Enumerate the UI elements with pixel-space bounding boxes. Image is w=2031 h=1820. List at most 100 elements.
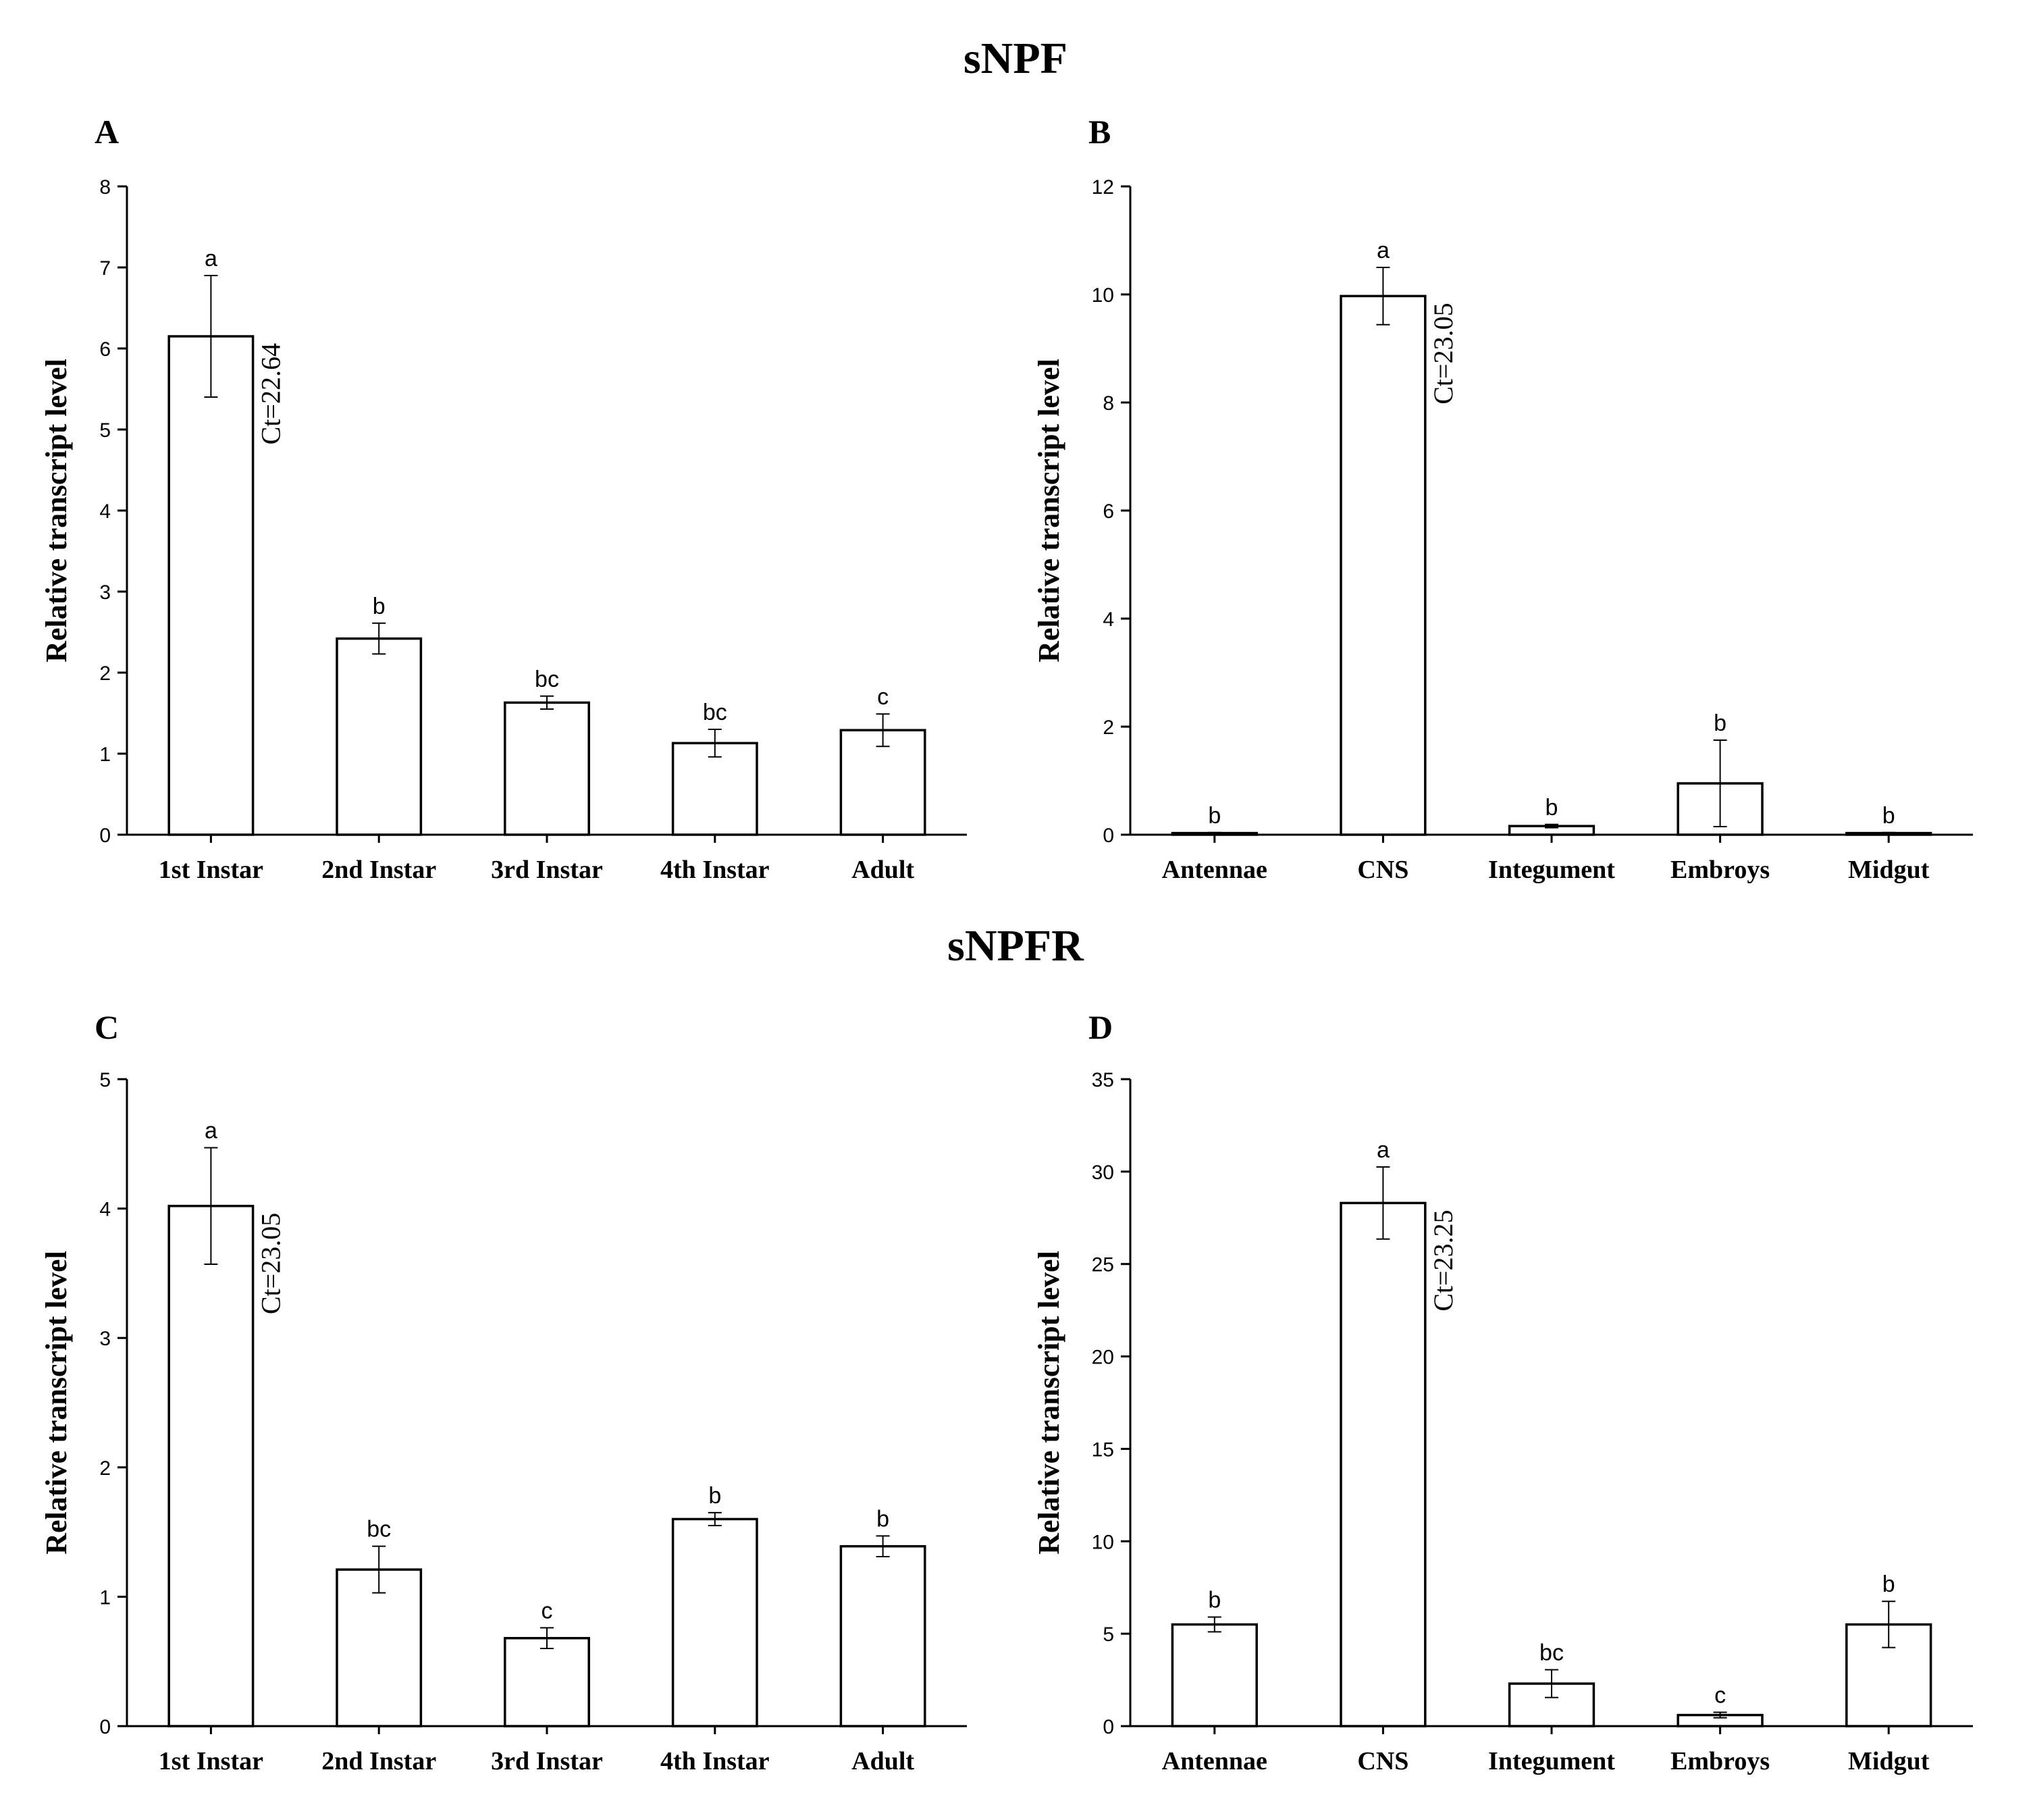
bar	[504, 701, 590, 836]
ct-annotation: Ct=23.05	[1428, 303, 1458, 404]
bar	[1171, 1623, 1258, 1727]
bar	[839, 729, 926, 836]
bar	[1340, 294, 1427, 836]
category-label: Adult	[851, 856, 914, 884]
y-tick-label: 6	[99, 338, 111, 361]
bar	[167, 1205, 255, 1727]
category-label: 1st Instar	[159, 1747, 263, 1775]
category-label: Integument	[1488, 856, 1615, 884]
significance-label: b	[876, 1506, 889, 1532]
significance-label: bc	[535, 667, 559, 692]
y-tick-label: 12	[1092, 176, 1114, 199]
category-label: Adult	[851, 1747, 914, 1775]
panel-c-chart: C Relative transcript level 0 1 2 3 4 5 1st Inst…	[40, 1008, 967, 1775]
y-tick-label: 0	[99, 825, 111, 847]
y-tick-label: 3	[99, 1328, 111, 1350]
category-label: 3rd Instar	[491, 1747, 603, 1775]
y-tick-label: 8	[1103, 392, 1114, 415]
bar	[504, 1636, 590, 1727]
ct-annotation: Ct=22.64	[256, 343, 286, 444]
category-label: Embroys	[1670, 1747, 1770, 1775]
category-label: Antennae	[1162, 1747, 1267, 1775]
category-label: Integument	[1488, 1747, 1615, 1775]
panel-letter: D	[1088, 1008, 1113, 1046]
significance-label: b	[1882, 1571, 1895, 1597]
significance-label: b	[1208, 803, 1221, 829]
significance-label: a	[205, 246, 217, 271]
category-label: 3rd Instar	[491, 856, 603, 884]
bar	[671, 742, 758, 836]
y-tick-label: 0	[99, 1716, 111, 1738]
y-tick-label: 10	[1092, 1531, 1114, 1553]
bar	[671, 1517, 758, 1727]
bar	[1340, 1201, 1427, 1727]
y-tick-label: 4	[99, 1199, 111, 1221]
category-label: CNS	[1357, 856, 1408, 884]
bar	[336, 637, 423, 836]
category-label: Midgut	[1848, 1747, 1930, 1775]
y-axis-title: Relative transcript level	[40, 1251, 73, 1555]
significance-label: a	[205, 1118, 217, 1144]
significance-label: b	[373, 594, 386, 619]
category-label: CNS	[1357, 1747, 1408, 1775]
y-tick-label: 15	[1092, 1438, 1114, 1461]
significance-label: bc	[367, 1517, 391, 1542]
y-tick-label: 10	[1092, 284, 1114, 307]
bar	[839, 1544, 926, 1727]
ct-annotation: Ct=23.25	[1428, 1210, 1458, 1311]
significance-label: a	[1377, 238, 1390, 263]
y-tick-label: 0	[1103, 1716, 1114, 1738]
y-tick-label: 2	[99, 1457, 111, 1480]
y-tick-label: 5	[99, 419, 111, 442]
category-label: Embroys	[1670, 856, 1770, 884]
significance-label: bc	[1539, 1640, 1564, 1666]
significance-label: c	[877, 684, 889, 710]
category-label: 2nd Instar	[321, 1747, 436, 1775]
y-tick-label: 0	[1103, 825, 1114, 847]
ct-annotation: Ct=23.05	[256, 1213, 286, 1314]
y-tick-label: 4	[99, 500, 111, 523]
y-tick-label: 5	[99, 1069, 111, 1091]
significance-label: c	[1714, 1682, 1726, 1708]
significance-label: b	[1714, 710, 1726, 736]
y-tick-label: 25	[1092, 1254, 1114, 1276]
panel-b-chart: B Relative transcript level 0 2 4 6 8 10 12 Anten…	[1032, 113, 1973, 884]
category-label: 4th Instar	[660, 856, 770, 884]
significance-label: bc	[703, 700, 727, 725]
panel-d-chart: D Relative transcript level 0 5 10 15 20 25 30 35…	[1032, 1008, 1973, 1775]
y-tick-label: 7	[99, 257, 111, 280]
category-label: Antennae	[1162, 856, 1267, 884]
bar	[167, 335, 255, 836]
y-tick-label: 2	[1103, 717, 1114, 739]
y-tick-label: 5	[1103, 1623, 1114, 1646]
significance-label: c	[542, 1598, 553, 1623]
category-label: Midgut	[1848, 856, 1930, 884]
significance-label: b	[1882, 803, 1895, 829]
panel-letter: C	[95, 1008, 119, 1046]
bar	[336, 1568, 423, 1727]
y-tick-label: 1	[99, 744, 111, 766]
y-tick-label: 3	[99, 581, 111, 604]
y-axis-title: Relative transcript level	[1032, 1251, 1065, 1555]
y-tick-label: 6	[1103, 500, 1114, 523]
y-tick-label: 2	[99, 662, 111, 685]
panel-a-chart: A Relative transcript level 0 1 2 3 4 5 6 7 8 1st I…	[40, 113, 967, 884]
title-snpfr: sNPFR	[947, 921, 1084, 970]
y-tick-label: 8	[99, 176, 111, 199]
y-axis-title: Relative transcript level	[40, 359, 73, 662]
category-label: 2nd Instar	[321, 856, 436, 884]
category-label: 4th Instar	[660, 1747, 770, 1775]
y-tick-label: 1	[99, 1586, 111, 1609]
significance-label: b	[1208, 1588, 1221, 1613]
panel-letter: A	[95, 113, 119, 151]
category-label: 1st Instar	[159, 856, 263, 884]
y-tick-label: 20	[1092, 1347, 1114, 1369]
significance-label: a	[1377, 1137, 1390, 1163]
significance-label: b	[708, 1483, 721, 1509]
y-axis-title: Relative transcript level	[1032, 359, 1065, 662]
panel-letter: B	[1088, 113, 1111, 151]
y-tick-label: 30	[1092, 1162, 1114, 1184]
significance-label: b	[1546, 795, 1558, 821]
y-tick-label: 4	[1103, 608, 1114, 631]
